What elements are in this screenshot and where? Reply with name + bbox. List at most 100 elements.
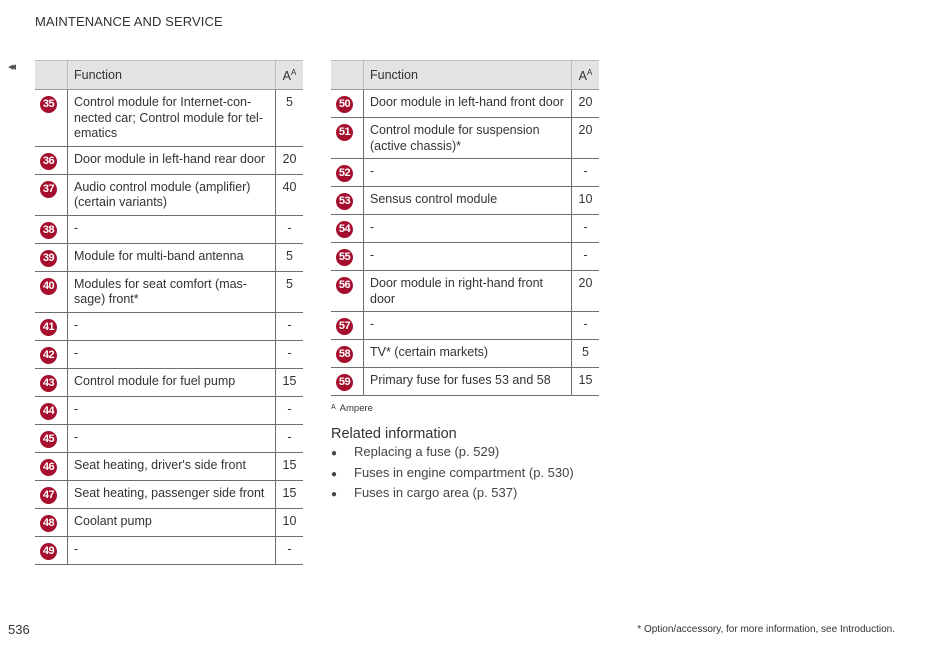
- related-link[interactable]: ● Replacing a fuse (p. 529): [331, 443, 574, 464]
- fuse-number-cell: 45: [35, 424, 68, 453]
- fuse-rows-right: 50 Door module in left-hand front door 20 5…: [331, 89, 599, 396]
- fuse-number-badge: 50: [336, 96, 353, 113]
- back-arrows-icon[interactable]: ◂◂: [8, 61, 16, 73]
- fuse-number-badge: 53: [336, 193, 353, 210]
- fuse-amperage: -: [571, 242, 599, 271]
- fuse-row: 53 Sensus control module 10: [331, 186, 599, 215]
- fuse-row: 56 Door module in right-hand front door 20: [331, 270, 599, 312]
- fuse-rows-left: 35 Control module for Internet-con- necte…: [35, 89, 303, 565]
- fuse-function: Modules for seat comfort (mas- sage) fro…: [67, 271, 276, 313]
- fuse-number-badge: 58: [336, 346, 353, 363]
- fuse-number-cell: 56: [331, 270, 364, 312]
- fuse-row: 51 Control module for suspension (active …: [331, 117, 599, 159]
- fuse-amperage: 20: [571, 270, 599, 312]
- fuse-amperage: 5: [571, 339, 599, 368]
- fuse-row: 47 Seat heating, passenger side front 15: [35, 480, 303, 509]
- fuse-amperage: -: [275, 424, 303, 453]
- fuse-number-cell: 58: [331, 339, 364, 368]
- fuse-row: 54- -: [331, 214, 599, 243]
- fuse-amperage: -: [275, 396, 303, 425]
- fuse-row: 43 Control module for fuel pump 15: [35, 368, 303, 397]
- fuse-function: Sensus control module: [363, 186, 572, 215]
- fuse-number-cell: 52: [331, 158, 364, 187]
- bullet-icon: ●: [331, 489, 338, 500]
- fuse-amperage: -: [275, 340, 303, 369]
- fuse-number-cell: 36: [35, 146, 68, 175]
- fuse-row: 58 TV* (certain markets) 5: [331, 339, 599, 368]
- fuse-number-badge: 54: [336, 221, 353, 238]
- fuse-function: Seat heating, passenger side front: [67, 480, 276, 509]
- fuse-number-badge: 48: [40, 514, 57, 532]
- related-link[interactable]: ● Fuses in cargo area (p. 537): [331, 484, 574, 505]
- fuse-number-cell: 49: [35, 536, 68, 565]
- fuse-row: 39 Module for multi-band antenna 5: [35, 243, 303, 272]
- fuse-number-badge: 45: [40, 430, 57, 448]
- fuse-number-cell: 51: [331, 117, 364, 159]
- fuse-row: 38- -: [35, 215, 303, 244]
- fuse-number-badge: 56: [336, 277, 353, 294]
- fuse-number-badge: 57: [336, 318, 353, 335]
- fuse-row: 44- -: [35, 396, 303, 425]
- fuse-row: 50 Door module in left-hand front door 20: [331, 89, 599, 118]
- fuse-number-cell: 42: [35, 340, 68, 369]
- fuse-number-badge: 47: [40, 486, 57, 504]
- fuse-function: Control module for Internet-con- nected …: [67, 89, 276, 147]
- fuse-number-cell: 48: [35, 508, 68, 537]
- fuse-number-badge: 37: [40, 180, 57, 198]
- fuse-row: 36 Door module in left-hand rear door 20: [35, 146, 303, 175]
- fuse-row: 46 Seat heating, driver's side front 15: [35, 452, 303, 481]
- fuse-number-cell: 41: [35, 312, 68, 341]
- fuse-number-cell: 57: [331, 311, 364, 340]
- fuse-number-badge: 43: [40, 374, 57, 392]
- fuse-row: 59 Primary fuse for fuses 53 and 58 15: [331, 367, 599, 396]
- fuse-function: Control module for suspension (active ch…: [363, 117, 572, 159]
- fuse-amperage: 15: [571, 367, 599, 396]
- fuse-number-cell: 38: [35, 215, 68, 244]
- column-function: Function: [363, 60, 572, 90]
- fuse-row: 37 Audio control module (amplifier) (cert…: [35, 174, 303, 216]
- fuse-function: -: [363, 242, 572, 271]
- fuse-table-right: Function AA 50 Door module in left-hand f…: [331, 60, 599, 396]
- fuse-number-cell: 53: [331, 186, 364, 215]
- section-header: MAINTENANCE AND SERVICE: [35, 14, 223, 29]
- fuse-number-badge: 46: [40, 458, 57, 476]
- fuse-number-badge: 51: [336, 124, 353, 141]
- related-link[interactable]: ● Fuses in engine compartment (p. 530): [331, 464, 574, 485]
- column-number: [35, 60, 68, 90]
- fuse-row: 40 Modules for seat comfort (mas- sage) f…: [35, 271, 303, 313]
- fuse-function: Primary fuse for fuses 53 and 58: [363, 367, 572, 396]
- fuse-function: -: [67, 340, 276, 369]
- fuse-number-cell: 46: [35, 452, 68, 481]
- fuse-function: Coolant pump: [67, 508, 276, 537]
- fuse-row: 55- -: [331, 242, 599, 271]
- fuse-function: -: [363, 214, 572, 243]
- fuse-amperage: 20: [571, 117, 599, 159]
- fuse-amperage: 5: [275, 89, 303, 147]
- fuse-function: -: [67, 396, 276, 425]
- related-information-title: Related information: [331, 426, 457, 442]
- fuse-number-cell: 59: [331, 367, 364, 396]
- fuse-function: Door module in left-hand rear door: [67, 146, 276, 175]
- column-function: Function: [67, 60, 276, 90]
- fuse-table-left: Function AA 35 Control module for Interne…: [35, 60, 303, 565]
- fuse-row: 41- -: [35, 312, 303, 341]
- fuse-function: Seat heating, driver's side front: [67, 452, 276, 481]
- fuse-amperage: 5: [275, 271, 303, 313]
- fuse-number-badge: 55: [336, 249, 353, 266]
- fuse-amperage: 15: [275, 452, 303, 481]
- fuse-number-cell: 50: [331, 89, 364, 118]
- bullet-icon: ●: [331, 448, 338, 459]
- fuse-row: 42- -: [35, 340, 303, 369]
- fuse-amperage: 20: [571, 89, 599, 118]
- fuse-amperage: 20: [275, 146, 303, 175]
- fuse-amperage: 5: [275, 243, 303, 272]
- fuse-number-badge: 59: [336, 374, 353, 391]
- fuse-amperage: 15: [275, 480, 303, 509]
- fuse-number-cell: 55: [331, 242, 364, 271]
- ampere-footnote: A Ampere: [331, 403, 373, 414]
- fuse-function: -: [67, 215, 276, 244]
- fuse-number-cell: 44: [35, 396, 68, 425]
- fuse-number-badge: 36: [40, 152, 57, 170]
- fuse-number-cell: 43: [35, 368, 68, 397]
- fuse-amperage: 40: [275, 174, 303, 216]
